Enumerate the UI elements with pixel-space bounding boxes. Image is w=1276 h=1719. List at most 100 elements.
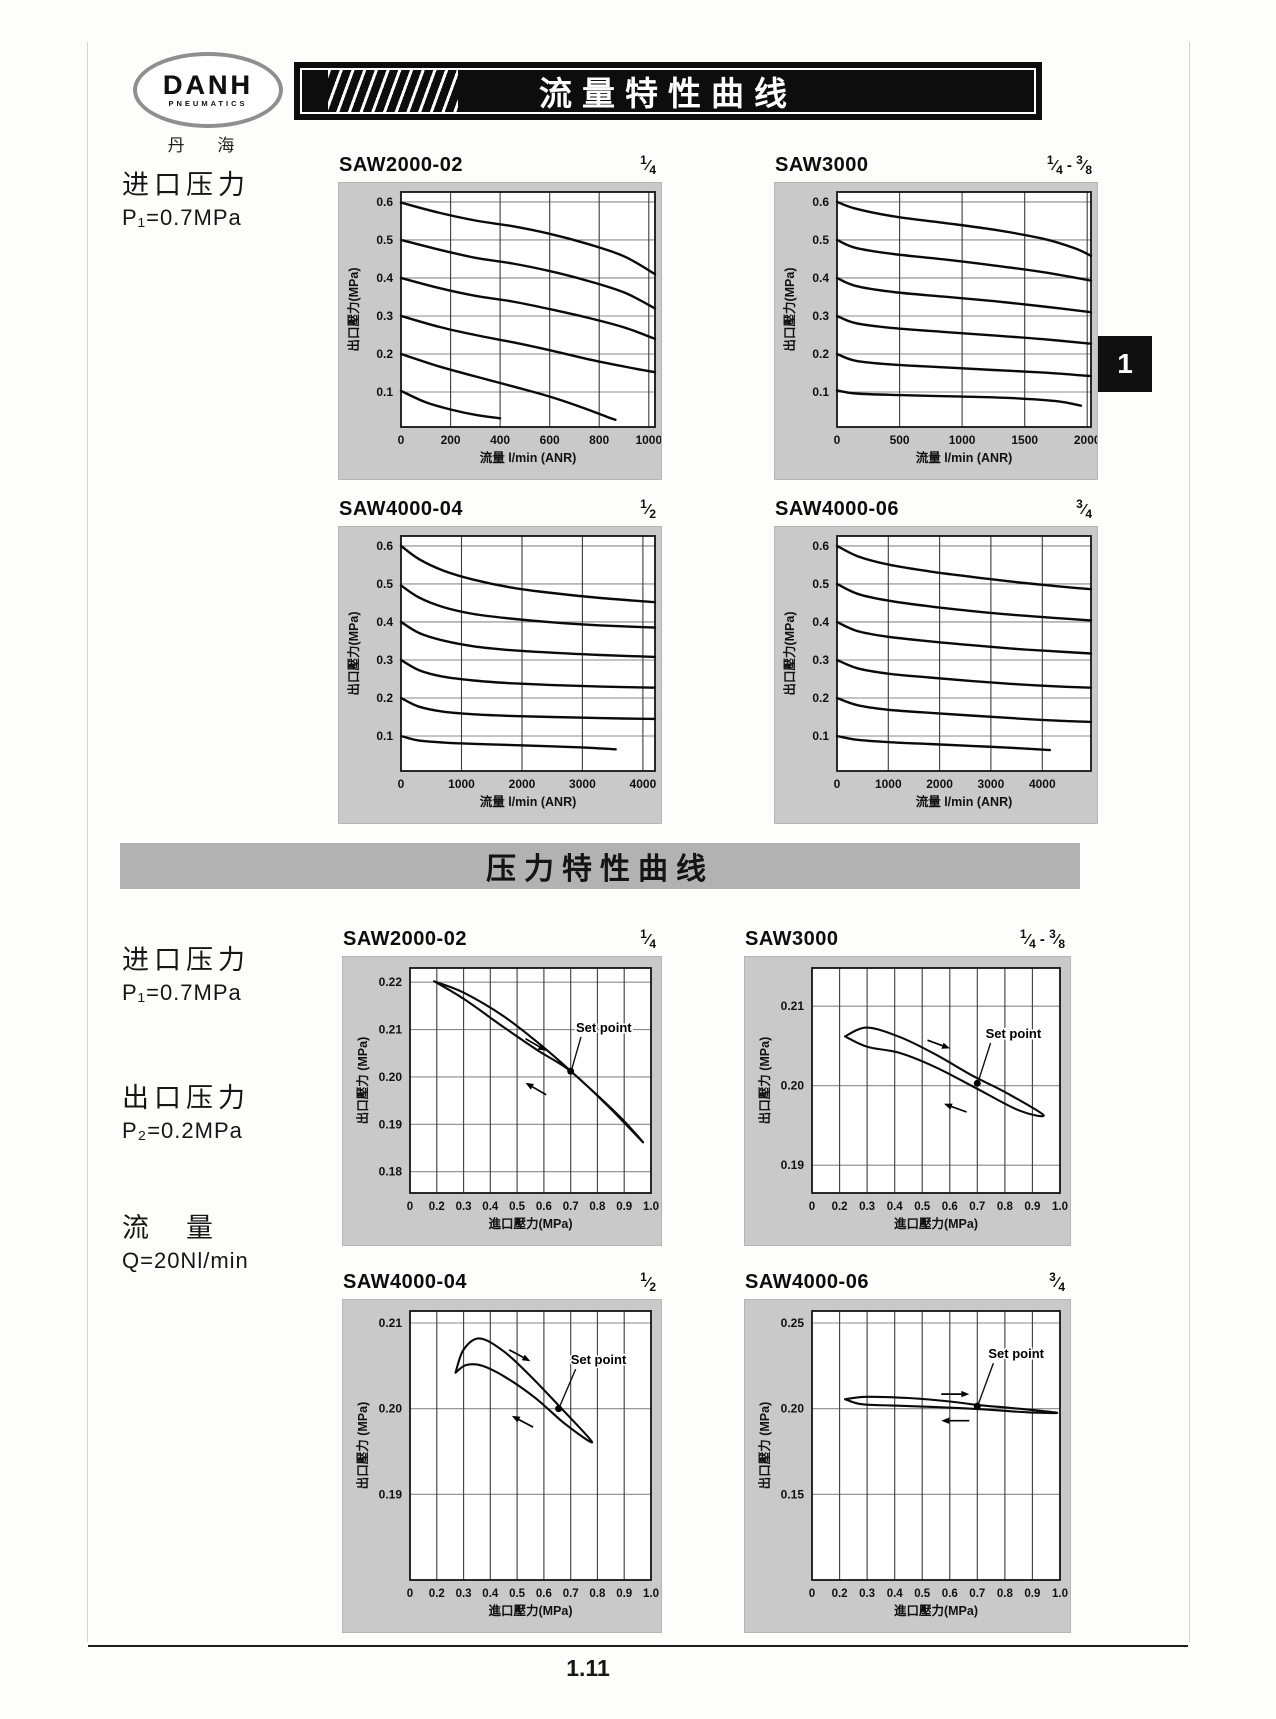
page-right-border: [1189, 42, 1190, 1642]
logo-oval: DANH PNEUMATICS: [133, 52, 283, 128]
svg-text:0.6: 0.6: [376, 195, 393, 209]
svg-text:400: 400: [490, 433, 510, 447]
svg-text:出口壓力(MPa): 出口壓力(MPa): [782, 611, 797, 695]
svg-text:600: 600: [540, 433, 560, 447]
svg-text:0.2: 0.2: [429, 1588, 445, 1600]
chart-canvas: Set point 0 0.2 0.3 0.4 0.5 0.6 0.7 0.8 0.9 1.0 0.2…: [745, 1300, 1070, 1632]
svg-text:0.6: 0.6: [536, 1588, 552, 1600]
svg-text:1000: 1000: [875, 777, 902, 791]
svg-text:500: 500: [890, 433, 910, 447]
svg-text:4000: 4000: [1029, 777, 1056, 791]
svg-text:出口壓力(MPa): 出口壓力(MPa): [346, 611, 361, 695]
svg-text:出口壓力(MPa): 出口壓力(MPa): [782, 267, 797, 351]
svg-text:3000: 3000: [569, 777, 596, 791]
chart-title: SAW3000: [775, 154, 869, 176]
svg-text:0.4: 0.4: [812, 615, 829, 629]
svg-text:0.2: 0.2: [429, 1201, 445, 1213]
page-left-border: [87, 42, 88, 1642]
svg-text:0.4: 0.4: [482, 1201, 499, 1213]
svg-text:0.6: 0.6: [812, 195, 829, 209]
svg-text:0.21: 0.21: [379, 1023, 403, 1037]
svg-text:0.1: 0.1: [376, 385, 393, 399]
svg-text:0: 0: [398, 777, 405, 791]
flow-banner-frame: 流量特性曲线: [300, 68, 1036, 114]
svg-text:1.0: 1.0: [643, 1588, 659, 1600]
svg-text:出口壓力(MPa): 出口壓力(MPa): [346, 267, 361, 351]
svg-text:0.3: 0.3: [376, 309, 393, 323]
logo-brand-subtext: PNEUMATICS: [168, 99, 248, 108]
svg-text:0: 0: [407, 1201, 413, 1213]
pressure-condition-flow-label: 流 量: [122, 1213, 218, 1243]
svg-text:0.5: 0.5: [914, 1588, 931, 1600]
svg-text:2000: 2000: [1074, 433, 1097, 447]
footer-rule: [88, 1645, 1188, 1647]
chart-size-fraction: 3⁄4: [1049, 1270, 1065, 1294]
svg-text:出口壓力 (MPa): 出口壓力 (MPa): [355, 1402, 370, 1490]
svg-text:0.4: 0.4: [376, 271, 393, 285]
chart-canvas: Set point 0 0.2 0.3 0.4 0.5 0.6 0.7 0.8 0.9 1.0 0.2…: [343, 957, 661, 1245]
svg-text:0.9: 0.9: [1024, 1201, 1040, 1213]
svg-text:0.20: 0.20: [781, 1079, 805, 1093]
chart-pressure-saw4000-06: SAW4000-06 3⁄4 Set point 0 0.2 0.3 0.4 0.5 0.6…: [745, 1264, 1070, 1632]
chart-title: SAW2000-02: [339, 154, 463, 176]
svg-text:0.3: 0.3: [812, 309, 829, 323]
svg-text:0.7: 0.7: [563, 1201, 579, 1213]
page-number: 1.11: [566, 1655, 610, 1681]
flow-section-banner: 流量特性曲线: [294, 62, 1042, 120]
svg-text:0.7: 0.7: [969, 1588, 985, 1600]
svg-text:0.3: 0.3: [376, 653, 393, 667]
chapter-tab: 1: [1098, 336, 1152, 392]
svg-text:0.8: 0.8: [589, 1201, 606, 1213]
svg-text:0.6: 0.6: [812, 539, 829, 553]
svg-text:0.4: 0.4: [482, 1588, 499, 1600]
svg-text:800: 800: [589, 433, 609, 447]
logo-chinese-name: 丹 海: [167, 136, 249, 155]
svg-text:0.6: 0.6: [376, 539, 393, 553]
chart-canvas: 0 500 1000 1500 2000 0.6 0.5 0.4 0.3 0.2 0.1 流量 l/m…: [775, 183, 1097, 479]
pressure-condition-outlet-label: 出口压力: [122, 1083, 250, 1113]
svg-text:0.25: 0.25: [781, 1316, 805, 1330]
svg-text:0.4: 0.4: [887, 1201, 904, 1213]
svg-text:0.1: 0.1: [812, 385, 829, 399]
svg-text:流量 l/min (ANR): 流量 l/min (ANR): [480, 450, 577, 465]
svg-text:進口壓力(MPa): 進口壓力(MPa): [488, 1603, 572, 1618]
chart-title: SAW4000-06: [745, 1271, 869, 1293]
chart-header: SAW3000 1⁄4 - 3⁄8: [775, 147, 1097, 177]
chart-header: SAW4000-04 1⁄2: [339, 491, 661, 521]
svg-text:0.1: 0.1: [812, 729, 829, 743]
svg-text:0: 0: [834, 777, 841, 791]
svg-text:0: 0: [809, 1588, 815, 1600]
svg-text:0.3: 0.3: [812, 653, 829, 667]
svg-text:進口壓力(MPa): 進口壓力(MPa): [894, 1603, 978, 1618]
svg-text:0.18: 0.18: [379, 1165, 403, 1179]
svg-text:0.2: 0.2: [812, 347, 829, 361]
svg-text:0.5: 0.5: [509, 1588, 526, 1600]
svg-text:流量 l/min (ANR): 流量 l/min (ANR): [916, 794, 1013, 809]
svg-text:0.9: 0.9: [616, 1201, 632, 1213]
flow-condition-label: 进口压力: [122, 170, 250, 200]
svg-text:Set point: Set point: [986, 1026, 1042, 1041]
svg-text:0.3: 0.3: [859, 1201, 875, 1213]
svg-text:1.0: 1.0: [1052, 1588, 1068, 1600]
svg-text:0.8: 0.8: [589, 1588, 606, 1600]
chart-size-fraction: 1⁄2: [640, 497, 656, 521]
logo-brand-text: DANH: [163, 70, 253, 100]
chart-size-fraction: 1⁄2: [640, 1270, 656, 1294]
svg-text:0.9: 0.9: [616, 1588, 632, 1600]
svg-text:2000: 2000: [509, 777, 536, 791]
svg-text:1000: 1000: [635, 433, 661, 447]
svg-text:0.4: 0.4: [376, 615, 393, 629]
pressure-section-banner: 压力特性曲线: [120, 843, 1080, 889]
chart-header: SAW3000 1⁄4 - 3⁄8: [745, 921, 1070, 951]
svg-text:0.6: 0.6: [942, 1201, 958, 1213]
chart-size-fraction: 1⁄4: [640, 153, 656, 177]
chart-header: SAW4000-06 3⁄4: [745, 1264, 1070, 1294]
chart-canvas: 0 1000 2000 3000 4000 0.6 0.5 0.4 0.3 0.2 0.1 流量 l/…: [775, 527, 1097, 823]
svg-text:進口壓力(MPa): 進口壓力(MPa): [894, 1216, 978, 1231]
svg-text:0.19: 0.19: [379, 1487, 403, 1501]
svg-text:0.6: 0.6: [942, 1588, 958, 1600]
svg-text:0.5: 0.5: [914, 1201, 931, 1213]
chart-title: SAW4000-06: [775, 498, 899, 520]
svg-text:Set point: Set point: [571, 1352, 627, 1367]
